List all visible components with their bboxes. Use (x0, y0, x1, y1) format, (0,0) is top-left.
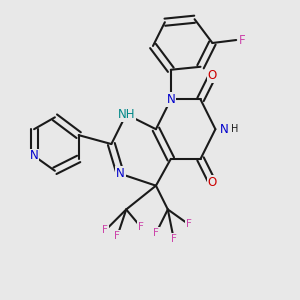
Text: O: O (208, 176, 217, 189)
Text: NH: NH (118, 108, 135, 121)
Text: N: N (116, 167, 125, 180)
Text: F: F (153, 228, 159, 238)
Text: H: H (231, 124, 238, 134)
Text: F: F (186, 219, 192, 229)
Text: F: F (138, 222, 144, 232)
Text: F: F (239, 34, 245, 46)
Text: N: N (220, 123, 229, 136)
Text: F: F (103, 225, 108, 235)
Text: N: N (167, 93, 175, 106)
Text: N: N (30, 149, 38, 162)
Text: F: F (114, 231, 120, 241)
Text: O: O (208, 69, 217, 82)
Text: F: F (171, 234, 177, 244)
